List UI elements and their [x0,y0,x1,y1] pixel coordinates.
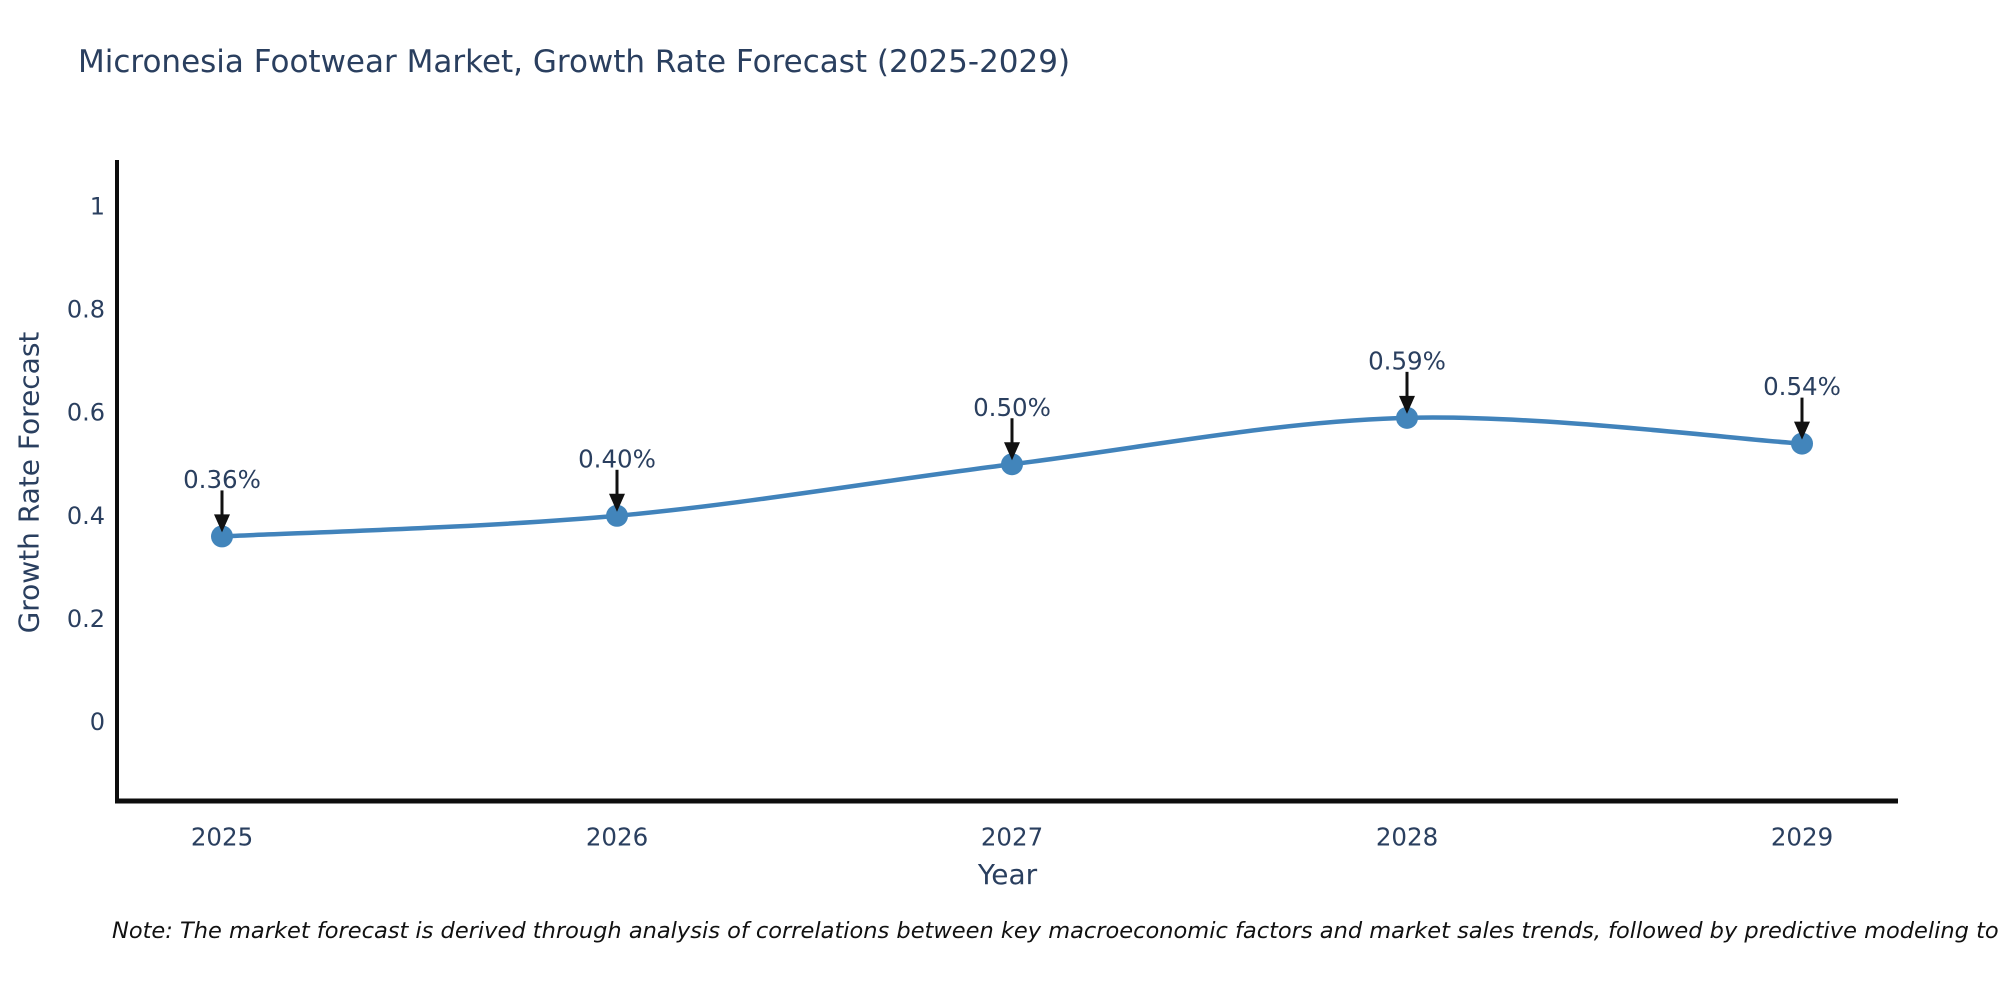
data-point-marker [1791,432,1813,455]
footnote: Note: The market forecast is derived thr… [112,918,2000,944]
y-tick-label: 0.6 [67,399,105,427]
y-tick-label: 0.4 [67,502,105,530]
data-point-marker [1001,453,1023,476]
x-tick-label: 2026 [586,822,648,851]
chart-title: Micronesia Footwear Market, Growth Rate … [78,44,1071,80]
data-point-marker [606,504,628,527]
data-point-marker [1396,406,1418,429]
y-tick-label: 0.8 [67,296,105,324]
annotation-arrowhead-icon [214,514,230,533]
y-tick-label: 0 [90,708,105,736]
annotation-label: 0.36% [183,465,261,494]
x-tick-label: 2027 [981,822,1043,851]
data-point-marker [211,525,233,548]
y-tick-label: 1 [90,193,105,221]
annotation-label: 0.54% [1763,372,1841,401]
x-tick-label: 2029 [1771,822,1833,851]
x-tick-label: 2025 [191,822,253,851]
annotation-arrowhead-icon [1399,395,1415,414]
annotation-arrowhead-icon [609,493,625,512]
annotation-label: 0.40% [578,444,656,473]
x-tick-label: 2028 [1376,822,1438,851]
annotation-arrowhead-icon [1794,421,1810,440]
y-tick-label: 0.2 [67,605,105,633]
annotation-label: 0.50% [973,393,1051,422]
annotation-label: 0.59% [1368,346,1446,375]
x-axis-title: Year [977,858,1038,891]
annotation-arrowhead-icon [1004,442,1020,461]
